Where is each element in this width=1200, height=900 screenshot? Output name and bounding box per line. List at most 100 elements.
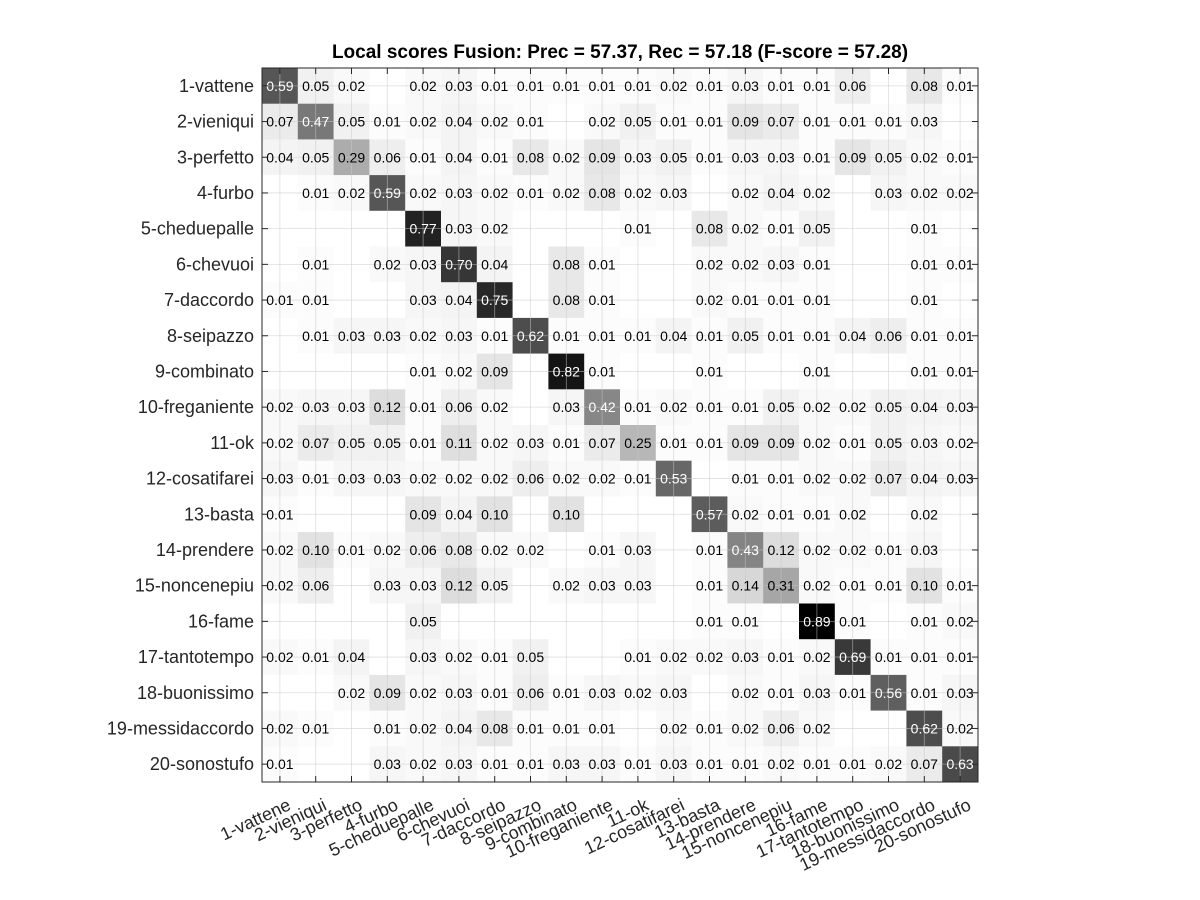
cell-value-2-8: 0.01 [517, 114, 544, 130]
cell-value-17-11: 0.01 [624, 649, 651, 665]
cell-value-16-17: 0.01 [839, 613, 866, 629]
cell-value-18-9: 0.01 [553, 685, 580, 701]
cell-value-10-20: 0.03 [946, 399, 973, 415]
cell-value-11-13: 0.01 [696, 435, 723, 451]
cell-value-3-14: 0.03 [732, 149, 759, 165]
cell-value-8-12: 0.04 [660, 328, 687, 344]
cell-value-11-16: 0.02 [803, 435, 830, 451]
cell-value-13-15: 0.01 [767, 506, 794, 522]
cell-value-17-14: 0.03 [732, 649, 759, 665]
cell-value-20-19: 0.07 [911, 756, 938, 772]
cell-value-9-5: 0.01 [409, 363, 436, 379]
cell-value-14-2: 0.10 [302, 542, 329, 558]
cell-value-5-6: 0.03 [445, 221, 472, 237]
cell-value-1-13: 0.01 [696, 78, 723, 94]
cell-value-20-16: 0.01 [803, 756, 830, 772]
cell-value-19-20: 0.02 [946, 720, 973, 736]
cell-value-6-5: 0.03 [409, 256, 436, 272]
y-tick-label-19: 19-messidaccordo [107, 718, 254, 738]
cell-value-11-11: 0.25 [624, 435, 651, 451]
cell-value-17-16: 0.02 [803, 649, 830, 665]
cell-value-6-6: 0.70 [445, 256, 472, 272]
cell-value-11-18: 0.05 [875, 435, 902, 451]
cell-value-10-13: 0.01 [696, 399, 723, 415]
cell-value-12-8: 0.06 [517, 471, 544, 487]
axes-box [261, 67, 979, 783]
y-tick-label-14: 14-prendere [156, 540, 254, 560]
cell-value-1-7: 0.01 [481, 78, 508, 94]
cell-value-11-14: 0.09 [732, 435, 759, 451]
cell-value-18-20: 0.03 [946, 685, 973, 701]
cell-value-7-7: 0.75 [481, 292, 508, 308]
cell-value-10-2: 0.03 [302, 399, 329, 415]
cell-value-20-5: 0.02 [409, 756, 436, 772]
cell-value-1-12: 0.02 [660, 78, 687, 94]
cell-value-19-14: 0.02 [732, 720, 759, 736]
cell-value-6-4: 0.02 [374, 256, 401, 272]
cell-value-17-15: 0.01 [767, 649, 794, 665]
cell-value-5-5: 0.77 [409, 221, 436, 237]
cell-value-20-12: 0.03 [660, 756, 687, 772]
cell-value-19-7: 0.08 [481, 720, 508, 736]
cell-value-labels: 0.59 0.05 0.02 0.02 0.03 0.01 0.01 0.01 0.01 0.01… [266, 78, 974, 772]
cell-value-11-2: 0.07 [302, 435, 329, 451]
cell-value-18-6: 0.03 [445, 685, 472, 701]
cell-value-17-13: 0.02 [696, 649, 723, 665]
cell-value-9-9: 0.82 [553, 363, 580, 379]
cell-value-12-15: 0.01 [767, 471, 794, 487]
y-tick-label-10: 10-freganiente [138, 397, 254, 417]
cell-value-17-17: 0.69 [839, 649, 866, 665]
cell-value-16-5: 0.05 [409, 613, 436, 629]
cell-value-16-19: 0.01 [911, 613, 938, 629]
cell-value-10-18: 0.05 [875, 399, 902, 415]
cell-value-1-19: 0.08 [911, 78, 938, 94]
cell-value-19-12: 0.02 [660, 720, 687, 736]
cell-value-18-8: 0.06 [517, 685, 544, 701]
y-tick-label-5: 5-cheduepalle [141, 219, 254, 239]
cell-value-16-13: 0.01 [696, 613, 723, 629]
y-tick-label-6: 6-chevuoi [176, 254, 254, 274]
cell-value-9-16: 0.01 [803, 363, 830, 379]
cell-value-13-14: 0.02 [732, 506, 759, 522]
cell-value-2-4: 0.01 [374, 114, 401, 130]
cell-value-19-9: 0.01 [553, 720, 580, 736]
cell-value-4-6: 0.03 [445, 185, 472, 201]
cell-value-11-4: 0.05 [374, 435, 401, 451]
cell-value-18-5: 0.02 [409, 685, 436, 701]
cell-value-12-12: 0.53 [660, 471, 687, 487]
cell-value-7-5: 0.03 [409, 292, 436, 308]
cell-value-10-7: 0.02 [481, 399, 508, 415]
cell-value-20-6: 0.03 [445, 756, 472, 772]
cell-value-17-1: 0.02 [266, 649, 293, 665]
cell-value-12-4: 0.03 [374, 471, 401, 487]
cell-value-14-3: 0.01 [338, 542, 365, 558]
cell-value-4-4: 0.59 [374, 185, 401, 201]
cell-value-2-1: 0.07 [266, 114, 293, 130]
cell-value-10-5: 0.01 [409, 399, 436, 415]
cell-value-14-10: 0.01 [588, 542, 615, 558]
cell-value-8-13: 0.01 [696, 328, 723, 344]
cell-value-20-18: 0.02 [875, 756, 902, 772]
cell-value-15-9: 0.02 [553, 578, 580, 594]
cell-value-19-16: 0.02 [803, 720, 830, 736]
cell-value-11-6: 0.11 [446, 435, 472, 451]
cell-value-7-1: 0.01 [266, 292, 293, 308]
cell-value-12-16: 0.02 [803, 471, 830, 487]
cell-value-6-10: 0.01 [588, 256, 615, 272]
cell-value-12-11: 0.01 [624, 471, 651, 487]
cell-value-20-13: 0.01 [696, 756, 723, 772]
cell-value-12-6: 0.02 [445, 471, 472, 487]
cell-value-13-1: 0.01 [266, 506, 293, 522]
cell-value-8-18: 0.06 [875, 328, 902, 344]
cell-value-9-20: 0.01 [946, 363, 973, 379]
cell-value-12-5: 0.02 [409, 471, 436, 487]
cell-value-3-9: 0.02 [553, 149, 580, 165]
y-tick-label-20: 20-sonostufo [150, 754, 254, 774]
cell-value-3-4: 0.06 [374, 149, 401, 165]
cell-value-2-14: 0.09 [732, 114, 759, 130]
cell-value-2-2: 0.47 [302, 114, 329, 130]
cell-value-20-1: 0.01 [266, 756, 293, 772]
cell-value-20-8: 0.01 [517, 756, 544, 772]
cell-value-1-17: 0.06 [839, 78, 866, 94]
cell-value-13-9: 0.10 [553, 506, 580, 522]
